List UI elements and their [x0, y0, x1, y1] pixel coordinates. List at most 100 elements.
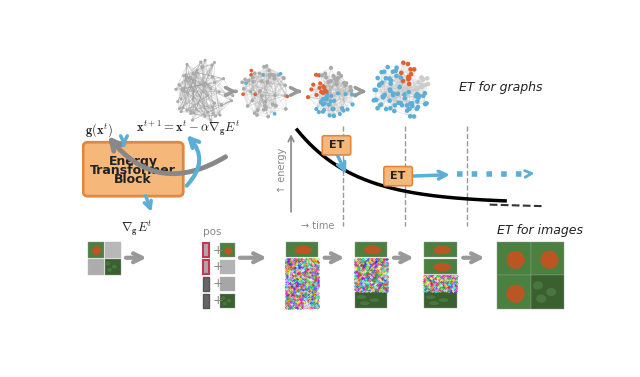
Point — [246, 67, 257, 74]
Point — [264, 74, 275, 80]
Point — [381, 106, 391, 112]
Point — [422, 75, 432, 81]
Point — [413, 95, 424, 101]
Point — [326, 65, 336, 71]
Point — [390, 68, 401, 74]
Point — [417, 74, 427, 80]
Point — [198, 82, 209, 88]
Point — [328, 73, 339, 79]
Ellipse shape — [356, 295, 366, 299]
Point — [323, 79, 333, 85]
Ellipse shape — [112, 265, 117, 269]
Point — [254, 89, 264, 95]
Point — [378, 93, 388, 100]
Point — [267, 72, 277, 78]
Point — [269, 76, 280, 82]
Point — [414, 93, 424, 99]
Point — [203, 82, 213, 88]
Point — [402, 107, 412, 113]
Ellipse shape — [546, 288, 556, 296]
Point — [273, 72, 284, 78]
Point — [398, 78, 408, 84]
Bar — [497, 242, 531, 275]
Text: → time: → time — [301, 221, 335, 231]
Point — [247, 98, 257, 104]
Point — [333, 90, 343, 97]
Text: Block: Block — [115, 173, 152, 187]
Point — [348, 101, 358, 107]
Point — [205, 118, 216, 124]
Point — [188, 86, 198, 92]
Point — [329, 98, 339, 104]
Point — [346, 88, 356, 94]
Point — [316, 89, 326, 95]
Bar — [531, 276, 564, 309]
Point — [346, 87, 356, 93]
Point — [385, 88, 396, 94]
Ellipse shape — [429, 301, 439, 305]
Point — [260, 103, 270, 109]
Point — [250, 70, 260, 77]
Point — [418, 93, 428, 99]
Point — [319, 85, 330, 91]
Point — [396, 100, 406, 106]
Point — [369, 97, 379, 103]
Point — [321, 74, 332, 80]
Point — [328, 106, 339, 112]
Point — [240, 76, 250, 82]
Point — [405, 101, 415, 107]
Bar — [355, 259, 387, 274]
Point — [340, 82, 351, 88]
Point — [404, 81, 414, 87]
Point — [423, 81, 433, 87]
Point — [391, 73, 401, 79]
Point — [207, 62, 217, 68]
Point — [314, 72, 324, 78]
Point — [420, 101, 430, 107]
Point — [238, 91, 248, 97]
Point — [275, 71, 285, 77]
Ellipse shape — [360, 301, 369, 305]
Point — [262, 80, 273, 86]
Point — [397, 102, 407, 108]
Point — [263, 113, 273, 120]
Point — [396, 74, 406, 80]
Ellipse shape — [224, 247, 232, 254]
Point — [405, 66, 415, 72]
Point — [374, 81, 385, 87]
Point — [208, 110, 218, 116]
Point — [405, 113, 415, 119]
Point — [203, 109, 213, 115]
Point — [383, 64, 393, 70]
Ellipse shape — [92, 246, 101, 255]
Point — [322, 93, 332, 99]
Bar — [204, 294, 209, 308]
Bar — [220, 294, 235, 308]
Ellipse shape — [536, 294, 546, 303]
Bar — [105, 242, 121, 258]
Ellipse shape — [506, 285, 525, 303]
Point — [393, 91, 403, 97]
Text: +: + — [212, 244, 223, 257]
Point — [404, 83, 414, 89]
Point — [186, 108, 196, 114]
Point — [260, 106, 271, 112]
Point — [186, 75, 196, 81]
Point — [378, 94, 388, 100]
Point — [321, 97, 332, 103]
Bar — [204, 277, 209, 291]
Point — [216, 102, 227, 108]
Point — [422, 100, 432, 106]
Point — [260, 104, 271, 110]
Bar — [424, 242, 456, 257]
Point — [327, 106, 337, 112]
Point — [258, 72, 268, 78]
Point — [181, 72, 191, 78]
Point — [218, 76, 228, 82]
Point — [403, 74, 413, 80]
Point — [250, 110, 260, 116]
Point — [403, 61, 413, 67]
Bar — [424, 276, 456, 291]
Bar — [220, 260, 235, 274]
Point — [412, 106, 422, 112]
